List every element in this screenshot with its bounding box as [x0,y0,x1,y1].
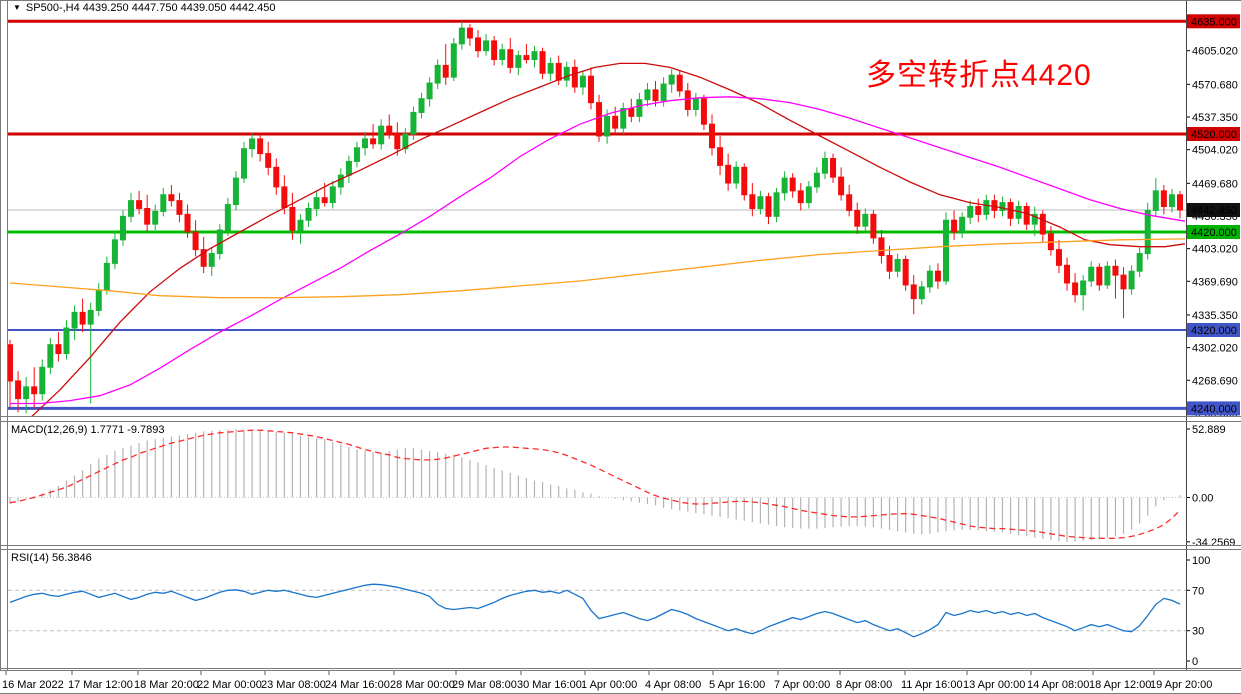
price-badge-4635.000 [1187,14,1240,29]
price-badge-4442.450 [1187,202,1240,217]
rsi-scale-label: 0 [1192,656,1198,668]
macd-scale-zero: 0.00 [1192,493,1213,505]
rsi-panel: 100 70 30 0 [8,555,1210,668]
candles-layer [8,21,1183,414]
price-badge-4420.000 [1187,225,1240,239]
price-badge-label: 4420.000 [1191,227,1237,239]
annotation-text[interactable]: 多空转折点4420 [866,59,1092,92]
date-label: 17 Mar 12:00 [68,679,133,691]
price-tick-label: 4537.350 [1192,112,1238,124]
symbol-ohlc-text: SP500-,H4 4439.250 4447.750 4439.050 444… [25,2,276,14]
date-label: 11 Apr 16:00 [901,679,963,691]
price-tick-label: 4605.020 [1192,46,1238,58]
date-label: 30 Mar 16:00 [517,679,582,691]
price-badge-label: 4442.450 [1191,205,1237,217]
price-tick-label: 4570.680 [1192,79,1238,91]
date-label: 23 Mar 08:00 [261,679,326,691]
date-label: 28 Mar 00:00 [390,679,455,691]
price-tick-label: 4369.690 [1192,276,1238,288]
symbol-ohlc-label[interactable]: ▼ SP500-,H4 4439.250 4447.750 4439.050 44… [13,2,275,14]
macd-scale-min: -34.2569 [1192,537,1235,549]
macd-panel: 52.889 0.00 -34.2569 [8,424,1235,549]
date-label: 16 Mar 2022 [2,679,64,691]
ma-slow-orange [9,238,1186,299]
date-label: 18 Mar 20:00 [134,679,199,691]
macd-signal-line [9,429,1181,539]
price-badge-label: 4520.000 [1191,129,1237,141]
price-badge-4240.000 [1187,401,1240,416]
date-label: 19 Apr 20:00 [1150,679,1212,691]
price-tick-label: 4469.680 [1192,178,1238,190]
price-badge-label: 4320.000 [1191,325,1237,337]
price-tick-label: 4335.350 [1192,310,1238,322]
rsi-indicator-label: RSI(14) 56.3846 [11,552,92,564]
price-axis: 4605.020 4570.680 4537.350 4504.020 4469.680… [1186,14,1240,420]
rsi-scale-label: 70 [1192,585,1204,597]
date-label: 22 Mar 00:00 [197,679,262,691]
price-tick-label: 4268.690 [1192,375,1238,387]
price-badge-4520.000 [1187,127,1240,141]
date-label: 18 Apr 12:00 [1089,679,1151,691]
date-label: 29 Mar 08:00 [452,679,517,691]
date-label: 8 Apr 08:00 [836,679,892,691]
rsi-scale-label: 30 [1192,626,1204,638]
price-badge-label: 4240.000 [1191,403,1237,415]
price-tick-label: 4504.020 [1192,145,1238,157]
date-label: 14 Apr 08:00 [1027,679,1089,691]
price-tick-label: 4403.020 [1192,244,1238,256]
ma-mid-magenta [10,96,1186,405]
rsi-scale-label: 100 [1192,555,1210,567]
price-badge-label: 4635.000 [1191,16,1237,28]
macd-indicator-label: MACD(12,26,9) 1.7771 -9.7893 [11,424,165,436]
macd-scale-max: 52.889 [1192,424,1226,436]
price-badge-4320.000 [1187,323,1240,337]
date-label: 5 Apr 16:00 [709,679,765,691]
symbol-dropdown-icon[interactable]: ▼ [13,3,21,12]
ma-fast-red [31,62,1186,416]
main-price-panel [8,19,1186,416]
rsi-line [9,583,1181,638]
date-label: 1 Apr 00:00 [581,679,637,691]
date-label: 7 Apr 00:00 [774,679,830,691]
price-tick-label: 4302.020 [1192,343,1238,355]
date-label: 13 Apr 00:00 [963,679,1025,691]
date-label: 4 Apr 08:00 [645,679,701,691]
date-label: 24 Mar 16:00 [325,679,390,691]
